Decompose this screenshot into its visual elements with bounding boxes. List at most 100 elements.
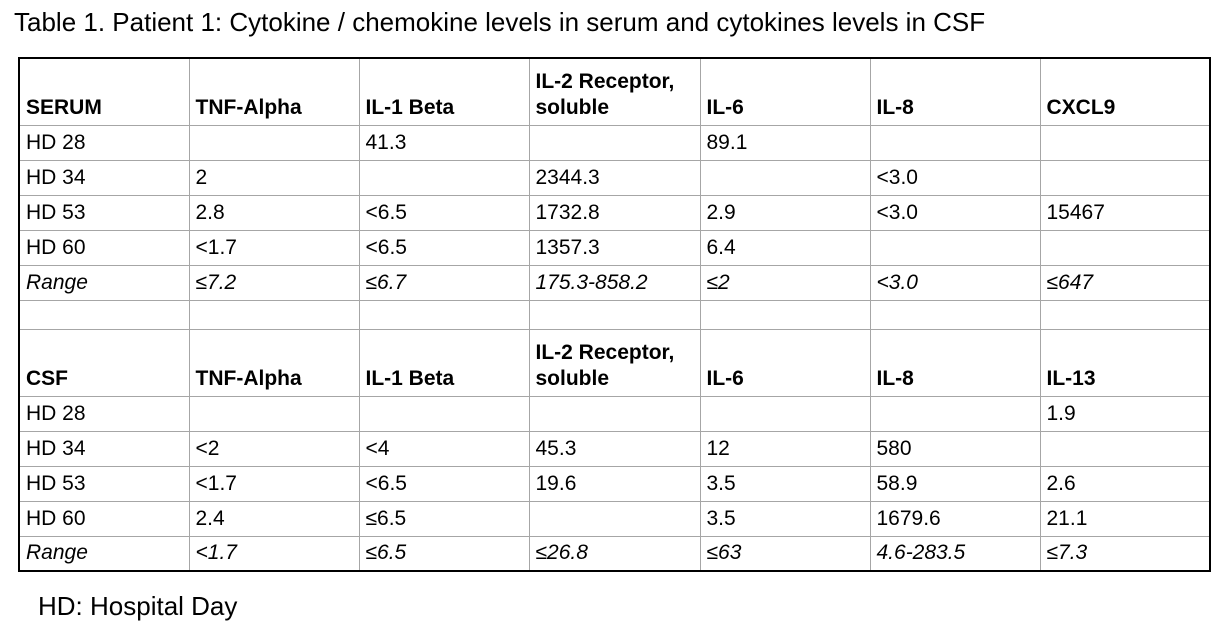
value-cell: 2.8	[188, 194, 360, 231]
value-cell	[528, 124, 701, 161]
csf-header-row: CSF TNF-Alpha IL-1 Beta IL-2 Receptor, s…	[18, 328, 1211, 397]
table-title: Table 1. Patient 1: Cytokine / chemokine…	[14, 7, 986, 37]
value-cell	[1039, 430, 1211, 467]
value-cell: ≤6.7	[358, 264, 530, 301]
row-label-cell: Range	[18, 264, 190, 301]
value-cell	[1039, 124, 1211, 161]
row-label-cell: Range	[18, 535, 190, 572]
value-cell: 12	[699, 430, 871, 467]
value-cell: 45.3	[528, 430, 701, 467]
column-header-il6: IL-6	[699, 57, 871, 126]
serum-section-label: SERUM	[18, 57, 190, 126]
value-cell: 2.4	[188, 500, 360, 537]
value-cell: <4	[358, 430, 530, 467]
value-cell	[869, 395, 1041, 432]
spacer-cell	[869, 299, 1041, 330]
value-cell: <3.0	[869, 194, 1041, 231]
serum-row-hd60: HD 60 <1.7 <6.5 1357.3 6.4	[18, 229, 1211, 266]
value-cell: ≤2	[699, 264, 871, 301]
row-label-cell: HD 60	[18, 229, 190, 266]
value-cell: ≤63	[699, 535, 871, 572]
csf-row-hd28: HD 28 1.9	[18, 395, 1211, 432]
value-cell: <1.7	[188, 229, 360, 266]
value-cell	[699, 395, 871, 432]
footnote-hd-definition: HD: Hospital Day	[38, 591, 238, 621]
value-cell	[1039, 159, 1211, 196]
value-cell: ≤6.5	[358, 535, 530, 572]
value-cell: 1357.3	[528, 229, 701, 266]
value-cell: <6.5	[358, 465, 530, 502]
value-cell: ≤6.5	[358, 500, 530, 537]
value-cell: <1.7	[188, 535, 360, 572]
value-cell: 1732.8	[528, 194, 701, 231]
spacer-cell	[18, 299, 190, 330]
spacer-cell	[528, 299, 701, 330]
value-cell: 41.3	[358, 124, 530, 161]
column-header-il2-receptor: IL-2 Receptor, soluble	[528, 57, 701, 126]
cytokine-chemokine-table: SERUM TNF-Alpha IL-1 Beta IL-2 Receptor,…	[18, 57, 1211, 572]
csf-row-range: Range <1.7 ≤6.5 ≤26.8 ≤63 4.6-283.5 ≤7.3	[18, 535, 1211, 572]
value-cell: 21.1	[1039, 500, 1211, 537]
value-cell	[699, 159, 871, 196]
column-header-il2-receptor: IL-2 Receptor, soluble	[528, 328, 701, 397]
row-label-cell: HD 53	[18, 194, 190, 231]
serum-row-hd53: HD 53 2.8 <6.5 1732.8 2.9 <3.0 15467	[18, 194, 1211, 231]
spacer-cell	[699, 299, 871, 330]
value-cell: 6.4	[699, 229, 871, 266]
value-cell: 89.1	[699, 124, 871, 161]
value-cell: 2	[188, 159, 360, 196]
row-label-cell: HD 34	[18, 159, 190, 196]
column-header-il8: IL-8	[869, 328, 1041, 397]
value-cell: 2.9	[699, 194, 871, 231]
value-cell	[869, 229, 1041, 266]
row-label-cell: HD 34	[18, 430, 190, 467]
column-header-il1-beta: IL-1 Beta	[358, 57, 530, 126]
value-cell	[528, 500, 701, 537]
serum-row-hd34: HD 34 2 2344.3 <3.0	[18, 159, 1211, 196]
value-cell: 2.6	[1039, 465, 1211, 502]
value-cell	[1039, 229, 1211, 266]
value-cell	[528, 395, 701, 432]
serum-row-range: Range ≤7.2 ≤6.7 175.3-858.2 ≤2 <3.0 ≤647	[18, 264, 1211, 301]
value-cell	[188, 395, 360, 432]
value-cell	[358, 159, 530, 196]
value-cell: ≤7.2	[188, 264, 360, 301]
value-cell: 1679.6	[869, 500, 1041, 537]
value-cell: <1.7	[188, 465, 360, 502]
spacer-cell	[1039, 299, 1211, 330]
row-label-cell: HD 28	[18, 395, 190, 432]
value-cell: 4.6-283.5	[869, 535, 1041, 572]
value-cell: <3.0	[869, 159, 1041, 196]
csf-row-hd60: HD 60 2.4 ≤6.5 3.5 1679.6 21.1	[18, 500, 1211, 537]
value-cell: <6.5	[358, 194, 530, 231]
column-header-cxcl9: CXCL9	[1039, 57, 1211, 126]
serum-header-row: SERUM TNF-Alpha IL-1 Beta IL-2 Receptor,…	[18, 57, 1211, 126]
value-cell: 175.3-858.2	[528, 264, 701, 301]
value-cell: ≤7.3	[1039, 535, 1211, 572]
value-cell: ≤26.8	[528, 535, 701, 572]
value-cell: <2	[188, 430, 360, 467]
value-cell: 2344.3	[528, 159, 701, 196]
column-header-il1-beta: IL-1 Beta	[358, 328, 530, 397]
spacer-row	[18, 299, 1211, 330]
value-cell: 19.6	[528, 465, 701, 502]
value-cell: <6.5	[358, 229, 530, 266]
value-cell: 580	[869, 430, 1041, 467]
row-label-cell: HD 60	[18, 500, 190, 537]
csf-row-hd53: HD 53 <1.7 <6.5 19.6 3.5 58.9 2.6	[18, 465, 1211, 502]
value-cell: ≤647	[1039, 264, 1211, 301]
value-cell: <3.0	[869, 264, 1041, 301]
row-label-cell: HD 28	[18, 124, 190, 161]
value-cell	[358, 395, 530, 432]
csf-section-label: CSF	[18, 328, 190, 397]
serum-row-hd28: HD 28 41.3 89.1	[18, 124, 1211, 161]
value-cell	[188, 124, 360, 161]
value-cell: 3.5	[699, 500, 871, 537]
column-header-il6: IL-6	[699, 328, 871, 397]
value-cell: 15467	[1039, 194, 1211, 231]
value-cell	[869, 124, 1041, 161]
column-header-tnf-alpha: TNF-Alpha	[188, 328, 360, 397]
column-header-il8: IL-8	[869, 57, 1041, 126]
value-cell: 3.5	[699, 465, 871, 502]
